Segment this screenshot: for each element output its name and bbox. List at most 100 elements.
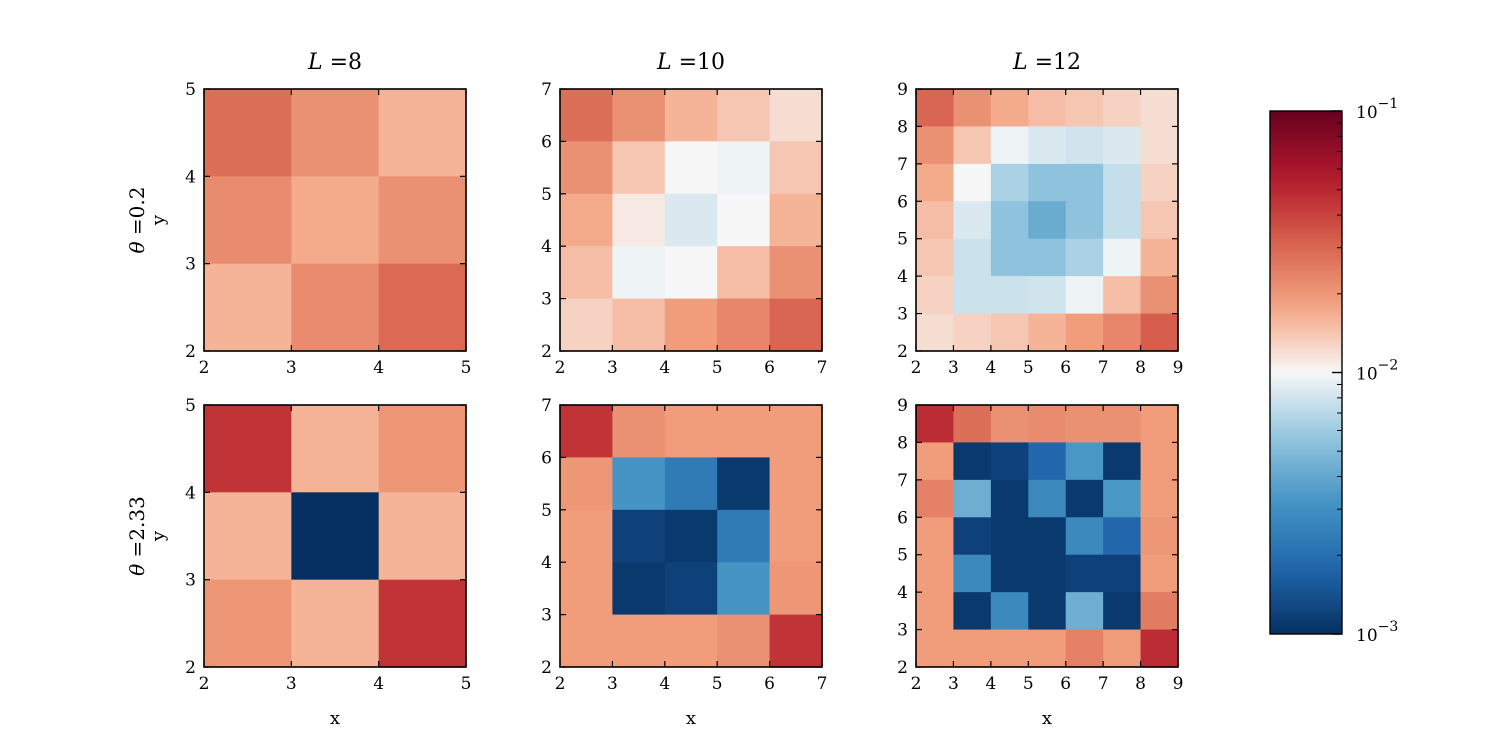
- heatmap-cell: [990, 201, 1029, 240]
- heatmap-cell: [1065, 554, 1104, 593]
- panel-frame: [203, 404, 467, 668]
- heatmap-cell: [560, 562, 613, 616]
- heatmap-cell: [204, 176, 292, 265]
- heatmap-cell: [717, 141, 771, 195]
- panel-frame: [203, 88, 467, 352]
- x-tick-label: 9: [1173, 674, 1184, 694]
- y-axis-label: y: [148, 530, 169, 542]
- x-tick-label: 5: [461, 358, 472, 378]
- heatmap-panel: 2 3 4 5 6 7 8 9 2 3 4 5 6 7 8 9 L =12: [897, 50, 1183, 378]
- heatmap-cell: [916, 517, 955, 556]
- heatmap-cell: [291, 405, 380, 493]
- panel-frame: [915, 404, 1179, 668]
- heatmap-cell: [560, 89, 613, 142]
- heatmap-panel: 2 3 4 5 2 3 4 5 L =8 θ =0.2 y: [125, 50, 471, 378]
- heatmap-cell: [769, 457, 823, 511]
- y-tick-label: 5: [541, 185, 552, 205]
- colorbar-tick-label: 10−1: [1356, 96, 1398, 123]
- x-axis-label: x: [1042, 708, 1052, 729]
- heatmap-cell: [953, 592, 992, 631]
- heatmap-cell: [1065, 517, 1104, 556]
- heatmap-cell: [664, 298, 718, 352]
- y-tick-label: 5: [185, 80, 196, 100]
- heatmap-cell: [953, 126, 992, 165]
- heatmap-cell: [1140, 405, 1179, 444]
- heatmap-cell: [916, 313, 955, 352]
- heatmap-cell: [990, 592, 1029, 631]
- heatmap-cell: [1065, 276, 1104, 315]
- heatmap-cell: [990, 479, 1029, 518]
- heatmap-cell: [953, 442, 992, 481]
- heatmap-cell: [916, 126, 955, 165]
- heatmap-cell: [769, 298, 823, 352]
- heatmap-cell: [717, 614, 771, 668]
- heatmap-cell: [560, 405, 613, 458]
- y-tick-label: 2: [541, 658, 552, 678]
- heatmap-cell: [916, 276, 955, 315]
- heatmap-cell: [990, 517, 1029, 556]
- heatmap-cell: [1065, 201, 1104, 240]
- x-tick-label: 2: [911, 674, 922, 694]
- heatmap-cell: [1103, 201, 1142, 240]
- y-tick-label: 7: [897, 471, 908, 491]
- y-tick-label: 6: [541, 448, 552, 468]
- heatmap-cell: [717, 457, 771, 511]
- heatmap-cell: [1140, 163, 1179, 202]
- heatmap-cell: [1028, 517, 1067, 556]
- heatmap-cell: [664, 405, 718, 458]
- heatmap-cell: [1140, 592, 1179, 631]
- y-tick-label: 4: [185, 167, 196, 187]
- heatmap-cell: [916, 629, 955, 668]
- heatmap-cell: [1103, 405, 1142, 444]
- heatmap-cell: [560, 457, 613, 511]
- x-tick-label: 7: [1098, 358, 1109, 378]
- heatmap-cell: [612, 509, 666, 563]
- heatmap-cell: [916, 554, 955, 593]
- y-tick-label: 2: [185, 342, 196, 362]
- y-tick-label: 4: [541, 553, 552, 573]
- x-tick-label: 2: [911, 358, 922, 378]
- heatmap-cell: [717, 246, 771, 300]
- y-tick-label: 8: [897, 117, 908, 137]
- colorbar-tick-label: 10−3: [1356, 619, 1398, 646]
- heatmap-cell: [1065, 163, 1104, 202]
- heatmap-cell: [1028, 313, 1067, 352]
- heatmap-cell: [1065, 238, 1104, 277]
- heatmap-cell: [1140, 554, 1179, 593]
- heatmap-cell: [769, 562, 823, 616]
- heatmap-cell: [769, 193, 823, 247]
- heatmap-cell: [612, 298, 666, 352]
- heatmap-cell: [1065, 592, 1104, 631]
- heatmap-cell: [1065, 126, 1104, 165]
- heatmap-cell: [1103, 238, 1142, 277]
- y-tick-label: 5: [541, 501, 552, 521]
- panel-frame: [559, 404, 823, 668]
- x-tick-label: 6: [764, 674, 775, 694]
- heatmap-cell: [717, 193, 771, 247]
- y-tick-label: 4: [897, 267, 908, 287]
- panel-title: L =10: [656, 50, 725, 75]
- heatmap-cell: [378, 579, 467, 668]
- x-tick-label: 2: [555, 358, 566, 378]
- x-tick-label: 7: [1098, 674, 1109, 694]
- heatmap-cell: [560, 193, 613, 247]
- colorbar-tick-label: 10−2: [1356, 358, 1398, 385]
- x-tick-label: 2: [199, 358, 210, 378]
- heatmap-cell: [717, 562, 771, 616]
- heatmap-cell: [612, 457, 666, 511]
- y-tick-label: 4: [541, 237, 552, 257]
- x-tick-label: 4: [659, 674, 670, 694]
- x-tick-label: 8: [1135, 674, 1146, 694]
- heatmap-cell: [916, 201, 955, 240]
- heatmap-cell: [204, 263, 292, 352]
- heatmap-cell: [769, 509, 823, 563]
- heatmap-cell: [1103, 629, 1142, 668]
- heatmap-cell: [612, 141, 666, 195]
- heatmap-cell: [1065, 405, 1104, 444]
- heatmap-cell: [1140, 201, 1179, 240]
- x-tick-label: 4: [985, 674, 996, 694]
- heatmap-cell: [1028, 201, 1067, 240]
- heatmap-cell: [769, 405, 823, 458]
